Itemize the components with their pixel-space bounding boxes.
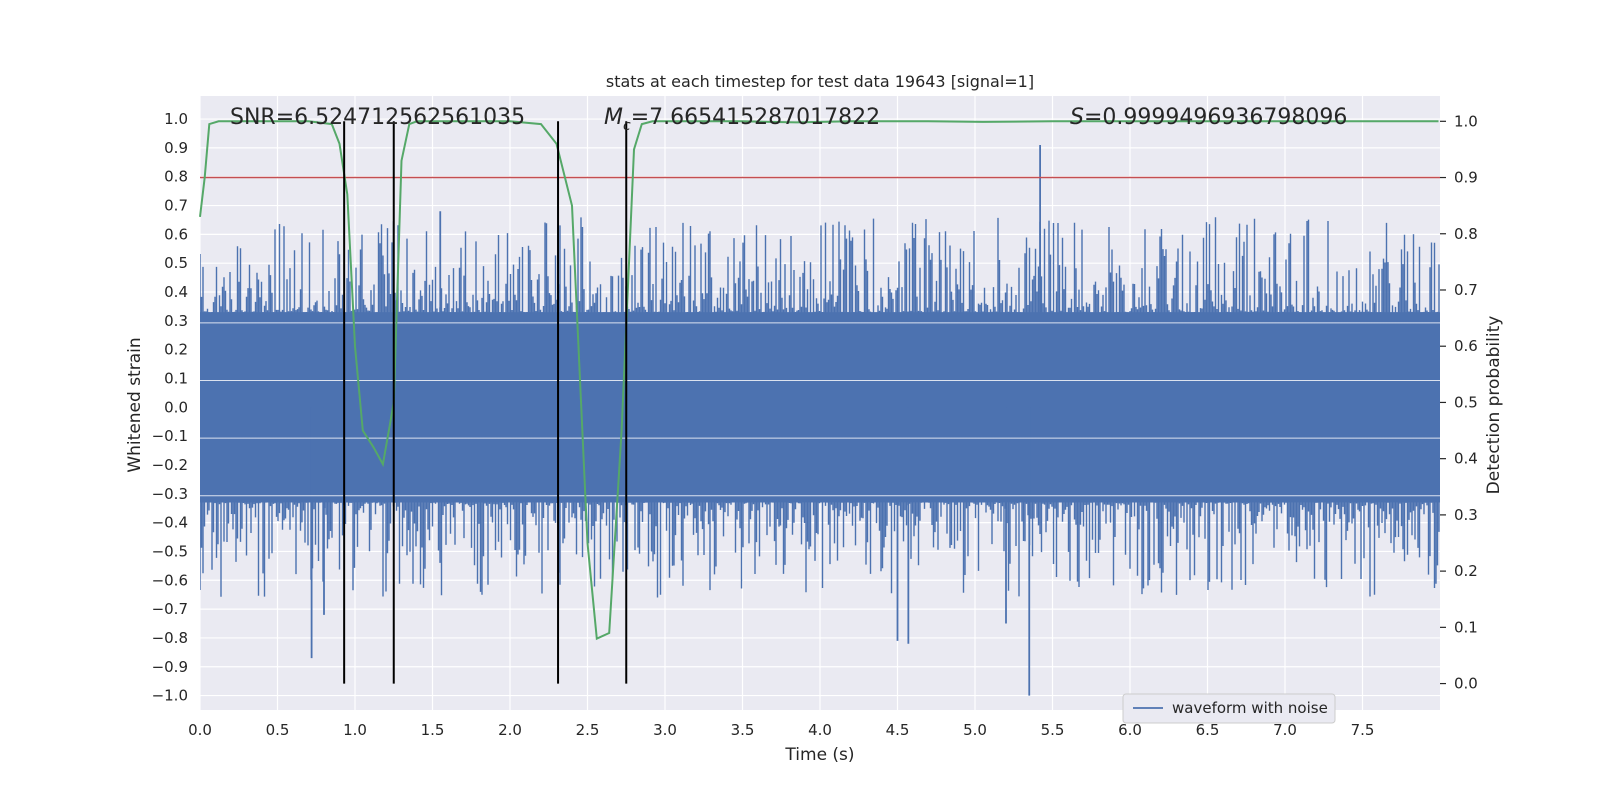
x-axis-label: Time (s) — [784, 745, 854, 765]
y-tick-label: 0.9 — [164, 139, 188, 157]
y-tick-label: −0.6 — [152, 571, 188, 589]
y-tick-label: 0.7 — [164, 197, 188, 215]
y2-tick-label: 0.4 — [1454, 450, 1478, 468]
y-tick-label: 0.8 — [164, 168, 188, 186]
y-tick-label: 0.0 — [164, 398, 188, 416]
x-tick-label: 2.5 — [576, 721, 600, 739]
y-tick-label: 0.3 — [164, 312, 188, 330]
waveform-series — [200, 139, 1440, 696]
y-tick-label: 0.4 — [164, 283, 188, 301]
x-tick-label: 3.5 — [731, 721, 755, 739]
y-tick-label: 0.6 — [164, 225, 188, 243]
chirp-mass-subscript: c — [623, 118, 631, 134]
x-tick-label: 5.0 — [963, 721, 987, 739]
y-tick-label: −0.5 — [152, 542, 188, 560]
x-tick-label: 7.0 — [1273, 721, 1297, 739]
x-axis-ticks: 0.0 0.5 1.0 1.5 2.0 2.5 3.0 3.5 4.0 4.5 5.0 5.5 6.0 6… — [188, 721, 1374, 739]
y2-tick-label: 0.7 — [1454, 281, 1478, 299]
x-tick-label: 7.5 — [1351, 721, 1375, 739]
x-tick-label: 0.5 — [266, 721, 290, 739]
y-tick-label: 1.0 — [164, 110, 188, 128]
y2-tick-label: 0.5 — [1454, 393, 1478, 411]
chirp-mass-value: =7.665415287017822 — [631, 105, 880, 130]
chirp-mass-symbol: M — [604, 105, 623, 130]
y-tick-label: −1.0 — [152, 687, 188, 705]
legend: waveform with noise — [1122, 693, 1336, 724]
x-tick-label: 3.0 — [653, 721, 677, 739]
y-axis-ticks: 1.0 0.9 0.8 0.7 0.6 0.5 0.4 0.3 0.2 0.1 0.0 −0.1 −0.… — [152, 110, 188, 705]
legend-box — [1122, 693, 1336, 724]
x-tick-label: 6.0 — [1118, 721, 1142, 739]
x-tick-label: 6.5 — [1196, 721, 1220, 739]
y2-tick-label: 0.3 — [1454, 506, 1478, 524]
detection-statistic-symbol: S — [1070, 105, 1084, 130]
y-tick-label: −0.4 — [152, 514, 188, 532]
x-tick-label: 0.0 — [188, 721, 212, 739]
y2-tick-label: 0.6 — [1454, 337, 1478, 355]
event-markers — [343, 121, 628, 684]
detection-statistic-annotation: S=0.9999496936798096 — [1070, 105, 1347, 130]
x-tick-label: 4.0 — [808, 721, 832, 739]
y-tick-label: −0.2 — [152, 456, 188, 474]
probability-series — [199, 120, 1439, 641]
y2-axis-label: Detection probability — [1484, 316, 1504, 495]
y-tick-label: 0.2 — [164, 341, 188, 359]
y-tick-label: −0.3 — [152, 485, 188, 503]
y2-tick-label: 0.0 — [1454, 675, 1478, 693]
probability-curve — [199, 120, 1439, 641]
y-axis-label: Whitened strain — [125, 337, 145, 472]
snr-annotation: SNR=6.524712562561035 — [230, 105, 525, 130]
y-tick-label: −0.1 — [152, 427, 188, 445]
x-tick-label: 5.5 — [1041, 721, 1065, 739]
y2-tick-label: 0.2 — [1454, 562, 1478, 580]
y2-tick-label: 0.9 — [1454, 169, 1478, 187]
y2-axis-ticks: 1.0 0.9 0.8 0.7 0.6 0.5 0.4 0.3 0.2 0.1 0.0 — [1440, 112, 1478, 693]
y2-tick-label: 0.1 — [1454, 618, 1478, 636]
y-tick-label: 0.1 — [164, 369, 188, 387]
y-tick-label: −0.7 — [152, 600, 188, 618]
y-tick-label: −0.9 — [152, 658, 188, 676]
x-tick-label: 2.0 — [498, 721, 522, 739]
y-tick-label: 0.5 — [164, 254, 188, 272]
x-tick-label: 1.5 — [421, 721, 445, 739]
x-tick-label: 4.5 — [886, 721, 910, 739]
legend-waveform-label: waveform with noise — [1172, 699, 1328, 717]
y2-tick-label: 1.0 — [1454, 112, 1478, 130]
detection-statistic-value: =0.9999496936798096 — [1084, 105, 1347, 130]
x-tick-label: 1.0 — [343, 721, 367, 739]
y-tick-label: −0.8 — [152, 629, 188, 647]
chirp-mass-annotation: Mc=7.665415287017822 — [604, 105, 880, 134]
chart-title: stats at each timestep for test data 196… — [606, 72, 1034, 91]
y2-tick-label: 0.8 — [1454, 225, 1478, 243]
